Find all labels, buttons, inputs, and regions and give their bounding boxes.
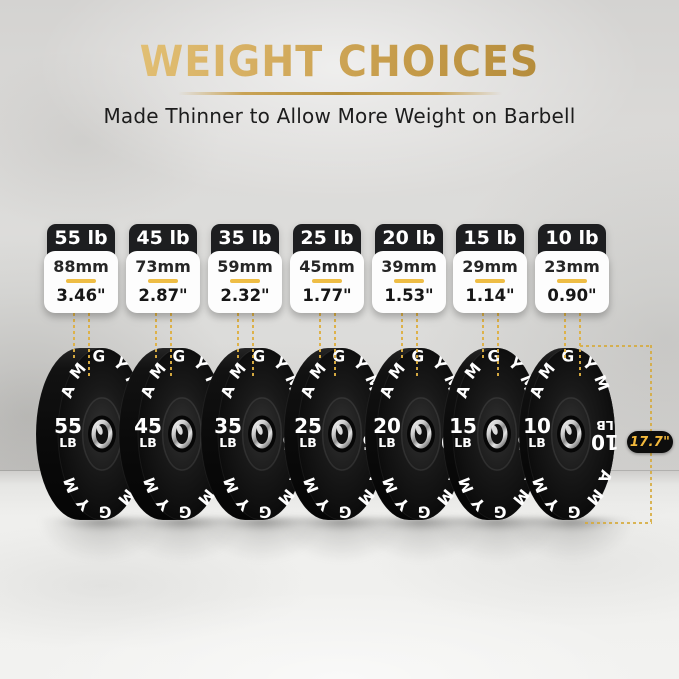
header: WEIGHT CHOICES Made Thinner to Allow Mor… bbox=[0, 41, 679, 129]
dim-line-top bbox=[580, 345, 652, 347]
title-underline bbox=[177, 92, 502, 95]
subtitle: Made Thinner to Allow More Weight on Bar… bbox=[103, 104, 576, 128]
diameter-label: 17.7" bbox=[629, 434, 671, 450]
dim-line-bottom bbox=[585, 522, 652, 524]
diameter-pill: 17.7" bbox=[627, 431, 673, 453]
page-title: WEIGHT CHOICES bbox=[27, 41, 652, 84]
floor-background bbox=[0, 471, 679, 679]
